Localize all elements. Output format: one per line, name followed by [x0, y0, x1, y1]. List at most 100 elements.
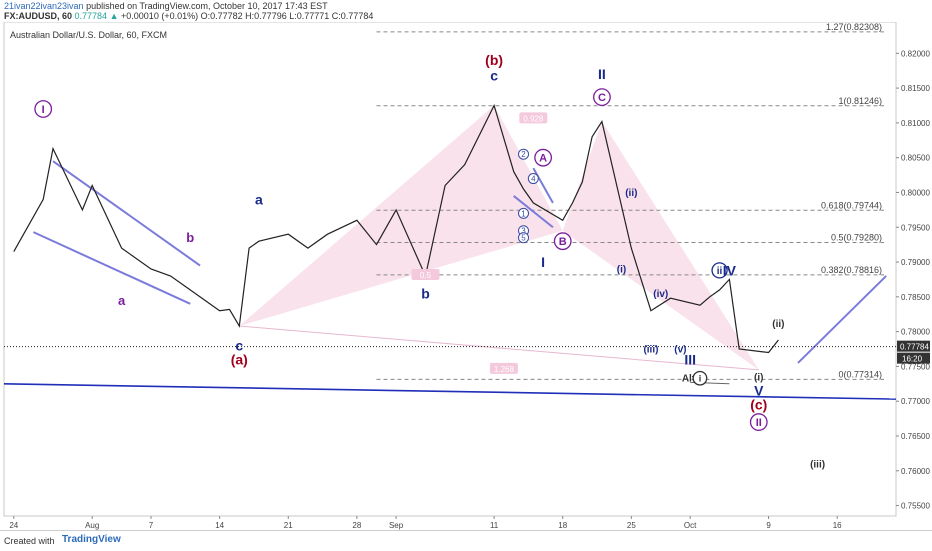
- wave-label: i: [699, 373, 702, 383]
- wave-label: I: [541, 254, 545, 270]
- y-tick-label: 0.77000: [901, 397, 930, 406]
- numbered-point-label: 4: [531, 175, 536, 184]
- wave-label-circle: [553, 232, 572, 251]
- y-tick-label: 0.80000: [901, 188, 930, 197]
- channel-small-lower: [532, 167, 554, 204]
- numbered-point-label: 1: [521, 209, 526, 218]
- numbered-point-circle: [518, 148, 530, 160]
- created-with-text: Created with: [4, 536, 55, 546]
- x-tick-label: 11: [490, 521, 499, 530]
- y-tick-label: 0.79500: [901, 223, 930, 232]
- ratio-tag-text: 0.5: [420, 271, 432, 280]
- ratio-tag-box: [489, 362, 518, 374]
- y-tick-label: 0.76000: [901, 467, 930, 476]
- ratio-tag-text: 1.268: [494, 365, 515, 374]
- wave-label: (iii): [810, 459, 825, 470]
- y-tick-label: 0.75500: [901, 502, 930, 511]
- numbered-point-label: 2: [521, 150, 526, 159]
- x-tick-label: 18: [558, 521, 567, 530]
- wave-label-circle: [534, 148, 553, 167]
- x-tick-label: 28: [352, 521, 361, 530]
- footer: Created with TradingView: [0, 530, 932, 551]
- y-tick-label: 0.78500: [901, 293, 930, 302]
- numbered-point-circle: [527, 173, 539, 185]
- last-price-box: [897, 340, 930, 352]
- wave-label: c: [490, 67, 498, 83]
- wave-label: (ii): [772, 319, 784, 330]
- pattern-base-line: [239, 325, 759, 371]
- projection-line: [797, 275, 887, 364]
- wave-label: a: [255, 191, 263, 207]
- wave-label-circle: [711, 262, 728, 279]
- wave-label: II: [598, 66, 606, 82]
- open-value: O:0.77782: [200, 11, 243, 21]
- numbered-point-label: 3: [521, 227, 526, 236]
- wave-label: (i): [754, 372, 763, 383]
- x-tick-label: Sep: [389, 521, 404, 530]
- wave-label: Alt:: [682, 374, 699, 385]
- channel-lower: [32, 231, 191, 305]
- tradingview-logo[interactable]: TradingView: [62, 534, 121, 545]
- price-change: +0.00010 (+0.01%): [121, 11, 199, 21]
- wave-label: (iv): [653, 289, 668, 300]
- author-link[interactable]: 21ivan22ivan23ivan: [4, 1, 84, 11]
- wave-label-circle: [749, 413, 768, 431]
- wave-label-circle: [593, 88, 611, 107]
- fib-level-label: 0(0.77314): [838, 369, 882, 379]
- wave-label: (v): [674, 345, 686, 356]
- y-tick-label: 0.81500: [901, 84, 930, 93]
- y-tick-label: 0.81000: [901, 119, 930, 128]
- wave-label: (i): [617, 265, 626, 276]
- y-tick-label: 0.80500: [901, 154, 930, 163]
- wave-label-circle: [34, 100, 53, 118]
- wave-label: (iii): [643, 345, 658, 356]
- wave-label: I: [42, 104, 45, 116]
- pattern-triangle-left: [239, 105, 563, 327]
- wave-label: c: [235, 337, 243, 353]
- x-tick-label: 16: [833, 521, 842, 530]
- pattern-triangle-right: [562, 121, 759, 370]
- plot-frame: [3, 22, 897, 517]
- chart-title: Australian Dollar/U.S. Dollar, 60, FXCM: [10, 30, 167, 40]
- last-time-box: [897, 352, 930, 364]
- ratio-tag-box: [519, 112, 548, 124]
- wave-label: III: [684, 351, 696, 367]
- publish-line: 21ivan22ivan23ivan published on TradingV…: [4, 1, 328, 11]
- close-value: C:0.77784: [331, 11, 374, 21]
- fib-level-label: 1.27(0.82308): [826, 22, 882, 32]
- y-tick-label: 0.82000: [901, 49, 930, 58]
- published-text: published on TradingView.com, October 10…: [86, 1, 328, 11]
- long-trend-line: [3, 383, 897, 400]
- price-chart[interactable]: 1.27(0.82308) 1(0.81246) 0.618(0.79744) 0.5…: [0, 22, 932, 530]
- up-arrow-icon: ▲: [109, 11, 119, 21]
- quote-line: FX:AUDUSD, 60 0.77784 ▲ +0.00010 (+0.01%…: [4, 11, 373, 21]
- x-tick-label: Aug: [85, 521, 99, 530]
- wave-label: b: [186, 230, 194, 245]
- channel-upper: [52, 160, 201, 267]
- wave-label: IV: [723, 262, 737, 278]
- x-tick-label: 25: [627, 521, 636, 530]
- last-time-label: 16:20: [902, 355, 923, 364]
- last-price: 0.77784: [74, 11, 108, 21]
- fib-level-label: 0.382(0.78816): [821, 265, 882, 275]
- wave-label: A: [539, 153, 547, 165]
- wave-label: C: [598, 92, 606, 104]
- fib-level-label: 1(0.81246): [838, 96, 882, 106]
- wave-label: (b): [485, 52, 503, 68]
- x-tick-label: 9: [766, 521, 771, 530]
- y-tick-label: 0.76500: [901, 432, 930, 441]
- wave-label: V: [754, 383, 764, 399]
- wave-label: ii: [717, 266, 723, 277]
- x-tick-label: 21: [284, 521, 293, 530]
- x-tick-label: 24: [9, 521, 18, 530]
- low-value: L:0.77771: [289, 11, 330, 21]
- wave-label: B: [559, 236, 567, 248]
- high-value: H:0.77796: [245, 11, 287, 21]
- x-tick-label: Oct: [684, 521, 697, 530]
- wave-label: (a): [231, 351, 248, 367]
- wave-label: (ii): [625, 188, 637, 199]
- chart-header: 21ivan22ivan23ivan published on TradingV…: [0, 0, 932, 22]
- last-price-label: 0.77784: [900, 343, 929, 352]
- fib-level-label: 0.618(0.79744): [821, 200, 882, 210]
- fib-level-label: 0.5(0.79280): [831, 233, 882, 243]
